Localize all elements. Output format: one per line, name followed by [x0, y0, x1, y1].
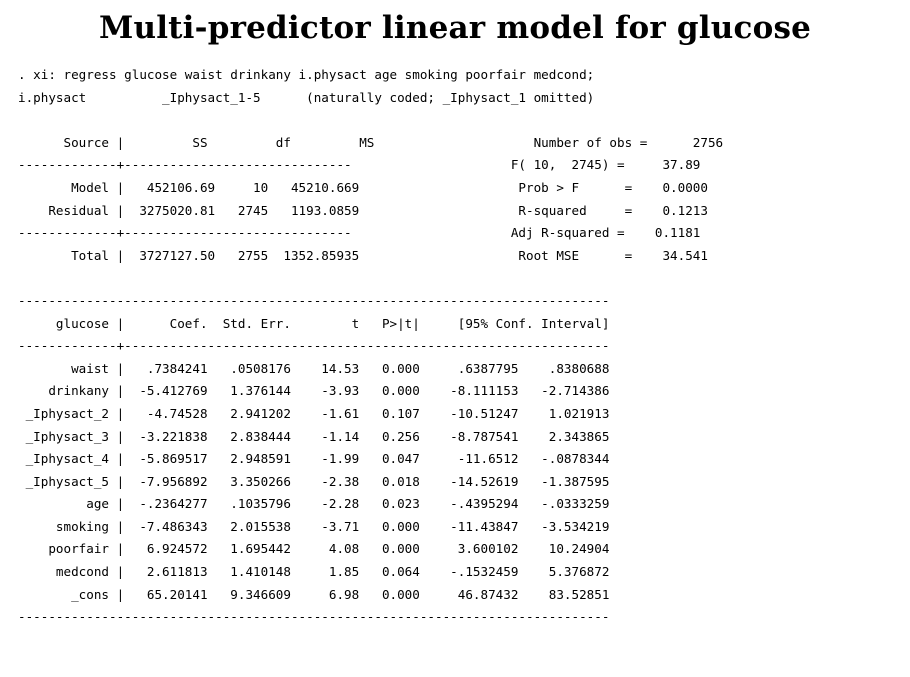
table-row: _Iphysact_2 | -4.74528 2.941202 -1.61 0.… — [18, 405, 610, 421]
regression-output: . xi: regress glucose waist drinkany i.p… — [18, 64, 723, 629]
table-row: _Iphysact_5 | -7.956892 3.350266 -2.38 0… — [18, 473, 610, 489]
table-row: _Iphysact_3 | -3.221838 2.838444 -1.14 0… — [18, 428, 610, 444]
table-row: age | -.2364277 .1035796 -2.28 0.023 -.4… — [18, 496, 610, 512]
command-line: . xi: regress glucose waist drinkany i.p… — [18, 67, 595, 82]
blank-line — [18, 267, 723, 290]
page-title: Multi-predictor linear model for glucose — [98, 10, 812, 46]
coef-rule: ----------------------------------------… — [18, 292, 610, 308]
coef-header: glucose | Coef. Std. Err. t P>|t| [95% C… — [18, 315, 610, 331]
coef-rule: ----------------------------------------… — [18, 609, 610, 625]
anova-rule: -------------+--------------------------… — [18, 157, 701, 173]
table-row: smoking | -7.486343 2.015538 -3.71 0.000… — [18, 518, 610, 534]
anova-row: Model | 452106.69 10 45210.669 Prob > F … — [18, 179, 708, 195]
table-row: _Iphysact_4 | -5.869517 2.948591 -1.99 0… — [18, 451, 610, 467]
blank-line — [18, 109, 723, 132]
anova-rule: -------------+--------------------------… — [18, 225, 701, 241]
xi-note-line: i.physact _Iphysact_1-5 (naturally coded… — [18, 89, 595, 105]
table-row: waist | .7384241 .0508176 14.53 0.000 .6… — [18, 360, 610, 376]
table-row: poorfair | 6.924572 1.695442 4.08 0.000 … — [18, 541, 610, 557]
coef-rule: -------------+--------------------------… — [18, 338, 610, 354]
table-row: drinkany | -5.412769 1.376144 -3.93 0.00… — [18, 383, 610, 399]
anova-header: Source | SS df MS Number of obs = 2756 — [18, 134, 724, 150]
anova-total-row: Total | 3727127.50 2755 1352.85935 Root … — [18, 247, 708, 263]
table-row: medcond | 2.611813 1.410148 1.85 0.064 -… — [18, 564, 610, 580]
anova-row: Residual | 3275020.81 2745 1193.0859 R-s… — [18, 202, 708, 218]
table-row: _cons | 65.20141 9.346609 6.98 0.000 46.… — [18, 586, 610, 602]
